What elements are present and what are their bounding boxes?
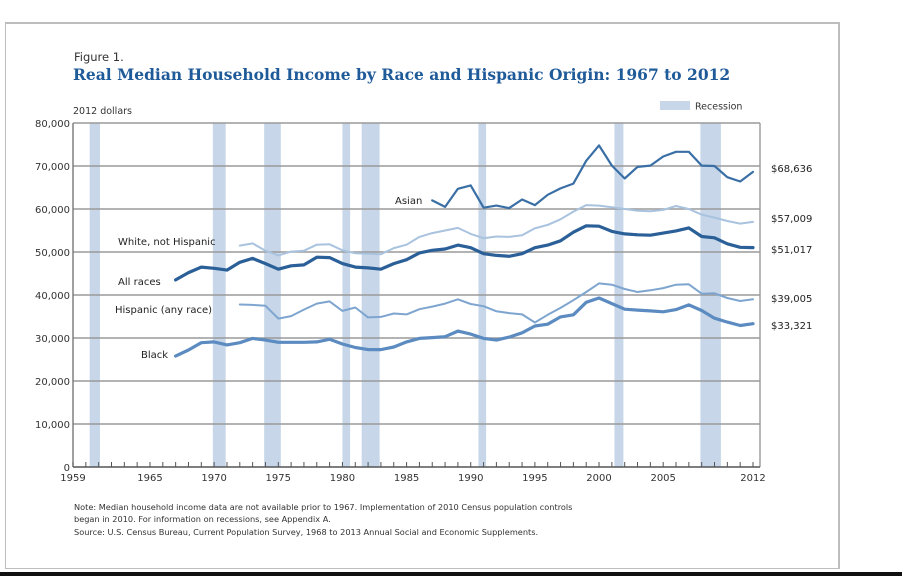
x-tick-label: 2000 — [586, 473, 611, 484]
y-tick-label: 50,000 — [35, 248, 70, 259]
series-label-all-races: All races — [118, 277, 161, 288]
x-tick-label: 1990 — [458, 473, 483, 484]
x-tick-label: 1980 — [330, 473, 355, 484]
y-tick-label: 20,000 — [35, 377, 70, 388]
x-tick-label: 1970 — [201, 473, 226, 484]
series-label-hispanic: Hispanic (any race) — [115, 305, 212, 316]
series-line-all-races — [174, 224, 755, 282]
x-tick-label: 1965 — [137, 473, 162, 484]
series-line-black — [174, 296, 755, 358]
end-value-labels: $68,636 $57,009 $51,017 $39,005 $33,321 — [771, 164, 812, 332]
end-value-label: $39,005 — [771, 294, 812, 305]
y-tick-label: 70,000 — [35, 162, 70, 173]
y-tick-label: 80,000 — [35, 119, 70, 130]
end-value-label: $57,009 — [771, 214, 812, 225]
series-lines — [174, 144, 755, 358]
bottom-rule — [0, 572, 902, 576]
legend-recession-swatch — [660, 101, 690, 110]
gridlines — [73, 122, 760, 425]
y-tick-label: 10,000 — [35, 420, 70, 431]
y-tick-labels: 0 10,000 20,000 30,000 40,000 50,000 60,000 70,… — [35, 119, 70, 474]
series-label-black: Black — [141, 350, 168, 361]
chart-title: Real Median Household Income by Race and… — [73, 65, 730, 84]
x-tick-label: 2012 — [740, 473, 765, 484]
x-tick-label: 1959 — [60, 473, 85, 484]
end-value-label: $68,636 — [771, 164, 812, 175]
x-tick-label: 1995 — [522, 473, 547, 484]
axes — [72, 123, 761, 468]
y-tick-label: 0 — [64, 463, 70, 474]
x-tick-labels: 1959 1965 1970 1975 1980 1985 1990 1995 2000 2005… — [60, 473, 765, 484]
legend-recession-label: Recession — [695, 102, 742, 113]
y-tick-label: 60,000 — [35, 205, 70, 216]
legend: Recession — [660, 101, 742, 113]
notes: Note: Median household income data are n… — [74, 502, 572, 537]
end-value-label: $33,321 — [771, 321, 812, 332]
x-tick-label: 1975 — [266, 473, 291, 484]
y-tick-label: 40,000 — [35, 291, 70, 302]
series-label-asian: Asian — [395, 196, 422, 207]
source-line: Source: U.S. Census Bureau, Current Popu… — [74, 527, 538, 537]
note-line-1: Note: Median household income data are n… — [74, 502, 572, 512]
note-line-2: began in 2010. For information on recess… — [74, 514, 331, 524]
end-value-label: $51,017 — [771, 245, 812, 256]
x-tick-label: 2005 — [650, 473, 675, 484]
y-tick-label: 30,000 — [35, 334, 70, 345]
figure-label: Figure 1. — [74, 50, 124, 64]
series-line-hispanic-any-race — [238, 282, 754, 324]
series-line-asian — [431, 144, 755, 210]
x-tick-label: 1985 — [394, 473, 419, 484]
y-axis-label: 2012 dollars — [73, 106, 132, 117]
series-line-white-not-hispanic — [238, 204, 754, 257]
series-labels: Asian White, not Hispanic All races Hisp… — [115, 196, 422, 361]
series-label-white: White, not Hispanic — [118, 237, 216, 248]
